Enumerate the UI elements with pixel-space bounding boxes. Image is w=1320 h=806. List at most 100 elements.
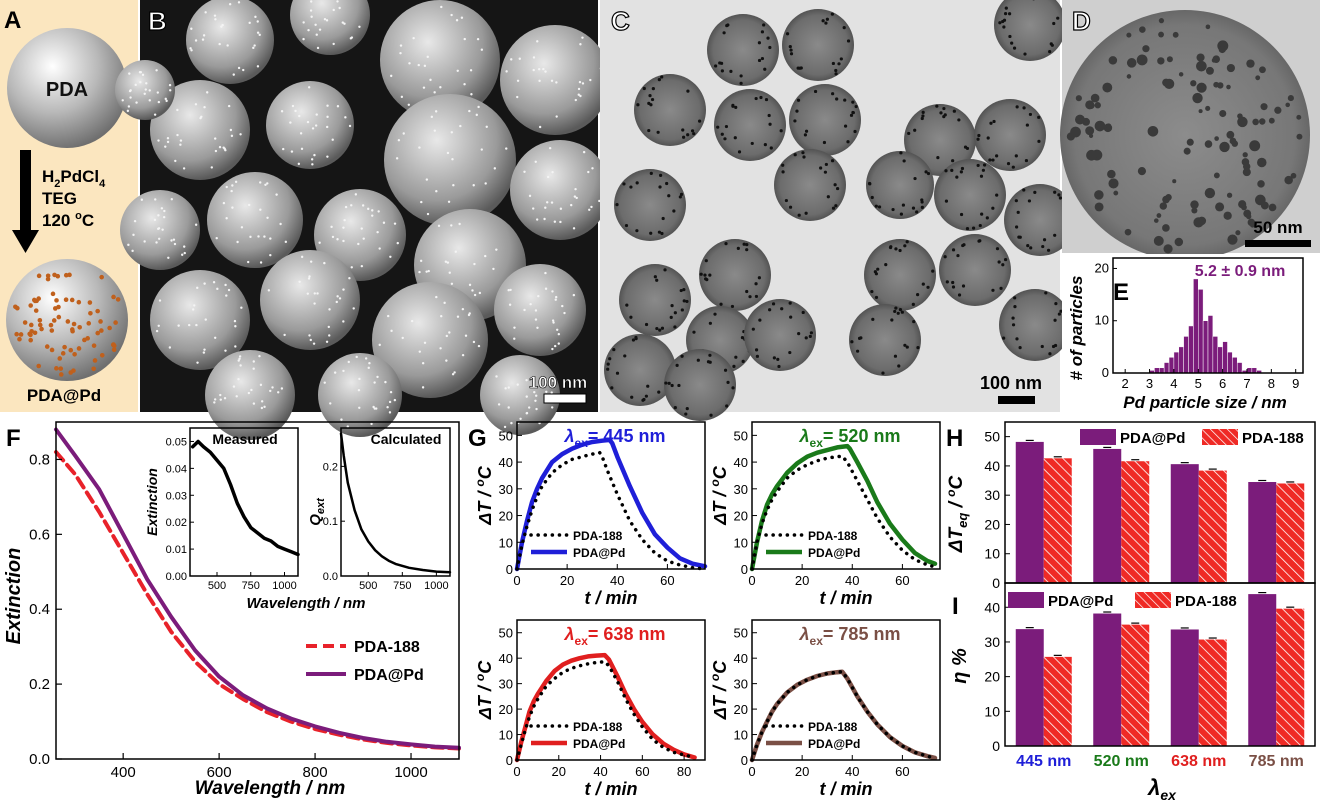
tem-pd-dot	[658, 185, 661, 188]
sem-surface-dot	[462, 308, 464, 310]
tem-pd-dot	[986, 216, 989, 219]
tem-pd-dot	[823, 141, 826, 144]
tem-pd-dot	[798, 214, 801, 217]
sem-surface-dot	[403, 132, 405, 134]
tem-pd-dot	[944, 169, 947, 172]
sem-surface-dot	[365, 357, 367, 359]
tem-pd-dot	[681, 128, 684, 131]
sem-surface-dot	[505, 147, 507, 149]
sem-surface-dot	[231, 184, 233, 186]
tem-pd-dot	[734, 136, 737, 139]
e-x-tick-label: 9	[1292, 376, 1299, 391]
tem-pd-dot	[1051, 44, 1054, 47]
pd-dot	[55, 274, 60, 279]
tem-pd-dot	[635, 229, 638, 232]
tem-pd-dot	[691, 129, 694, 132]
sem-surface-dot	[342, 320, 344, 322]
sem-surface-dot	[384, 381, 386, 383]
tem-pd-dot	[991, 158, 994, 161]
tem-pd-dot	[1008, 35, 1011, 38]
tem-pd-dot	[781, 170, 784, 173]
sem-surface-dot	[203, 351, 205, 353]
pd-dot	[36, 364, 41, 369]
tem-sphere	[999, 289, 1071, 361]
sem-surface-dot	[338, 7, 340, 9]
sem-surface-dot	[513, 338, 515, 340]
tem-pd-dot	[899, 151, 902, 154]
tem-pd-particle	[1269, 118, 1275, 124]
tem-pd-dot	[871, 196, 874, 199]
panel-letter-f: F	[6, 425, 21, 452]
e-y-tick-label: 20	[1095, 260, 1109, 275]
g-xlabel: t / min	[585, 779, 638, 799]
sem-surface-dot	[555, 299, 557, 301]
g-ylabel: ΔT / oC	[473, 660, 495, 720]
tem-pd-dot	[991, 207, 994, 210]
tem-pd-dot	[677, 384, 680, 387]
tem-pd-dot	[844, 125, 847, 128]
tem-pd-particle	[1095, 121, 1106, 132]
sem-surface-dot	[248, 22, 250, 24]
tem-pd-dot	[1004, 258, 1007, 261]
tem-pd-dot	[979, 224, 982, 227]
sem-surface-dot	[242, 69, 244, 71]
sem-surface-dot	[356, 356, 358, 358]
tem-pd-dot	[781, 164, 784, 167]
sem-surface-dot	[333, 9, 335, 11]
tem-pd-dot	[810, 331, 813, 334]
tem-pd-dot	[964, 146, 967, 149]
scalebar-c	[998, 396, 1035, 404]
sem-surface-dot	[257, 20, 259, 22]
sem-surface-dot	[361, 265, 363, 267]
tem-pd-dot	[704, 277, 707, 280]
bar-pda188	[1121, 625, 1149, 746]
sem-surface-dot	[551, 171, 553, 173]
sem-surface-dot	[535, 161, 537, 163]
h-legend-swatch-pdapd	[1080, 429, 1116, 445]
sem-surface-dot	[579, 43, 581, 45]
sem-surface-dot	[473, 184, 475, 186]
bar-y-tick-label: 10	[984, 546, 1000, 562]
tem-pd-dot	[1053, 191, 1056, 194]
tem-pd-dot	[755, 97, 758, 100]
sem-surface-dot	[438, 225, 440, 227]
histogram-bar	[1159, 368, 1164, 373]
sem-surface-dot	[523, 309, 525, 311]
sem-surface-dot	[402, 337, 404, 339]
sem-surface-dot	[155, 69, 157, 71]
tem-pd-particle	[1291, 173, 1297, 179]
tem-pd-dot	[824, 21, 827, 24]
pd-dot	[37, 274, 42, 279]
tem-pd-dot	[1011, 316, 1014, 319]
sem-surface-dot	[155, 241, 157, 243]
g-x-tick-label: 60	[895, 764, 909, 779]
tem-pd-dot	[758, 59, 761, 62]
tem-pd-dot	[751, 142, 754, 145]
g-x-tick-label: 0	[748, 573, 755, 588]
tem-pd-dot	[875, 205, 878, 208]
tem-pd-dot	[1012, 166, 1015, 169]
pd-dot	[46, 273, 51, 278]
g-x-tick-label: 20	[560, 573, 574, 588]
tem-pd-dot	[681, 308, 684, 311]
sem-surface-dot	[316, 292, 318, 294]
sem-surface-dot	[422, 386, 424, 388]
pd-dot	[28, 338, 33, 343]
sem-surface-dot	[238, 67, 240, 69]
histogram-bar	[1208, 316, 1213, 374]
sem-surface-dot	[575, 99, 577, 101]
reagent-line-2: TEG	[42, 189, 77, 208]
sem-surface-dot	[411, 320, 413, 322]
reagent-line-3: 120 oC	[42, 210, 94, 230]
sem-surface-dot	[141, 199, 143, 201]
g-x-tick-label: 40	[610, 573, 624, 588]
tem-pd-dot	[662, 217, 665, 220]
sem-surface-dot	[428, 270, 430, 272]
tem-pd-particle	[1138, 167, 1146, 175]
g-xlabel: t / min	[820, 588, 873, 608]
panel-letter-i: I	[952, 593, 959, 620]
tem-pd-dot	[731, 386, 734, 389]
sem-surface-dot	[510, 58, 512, 60]
pd-dot	[33, 330, 38, 335]
